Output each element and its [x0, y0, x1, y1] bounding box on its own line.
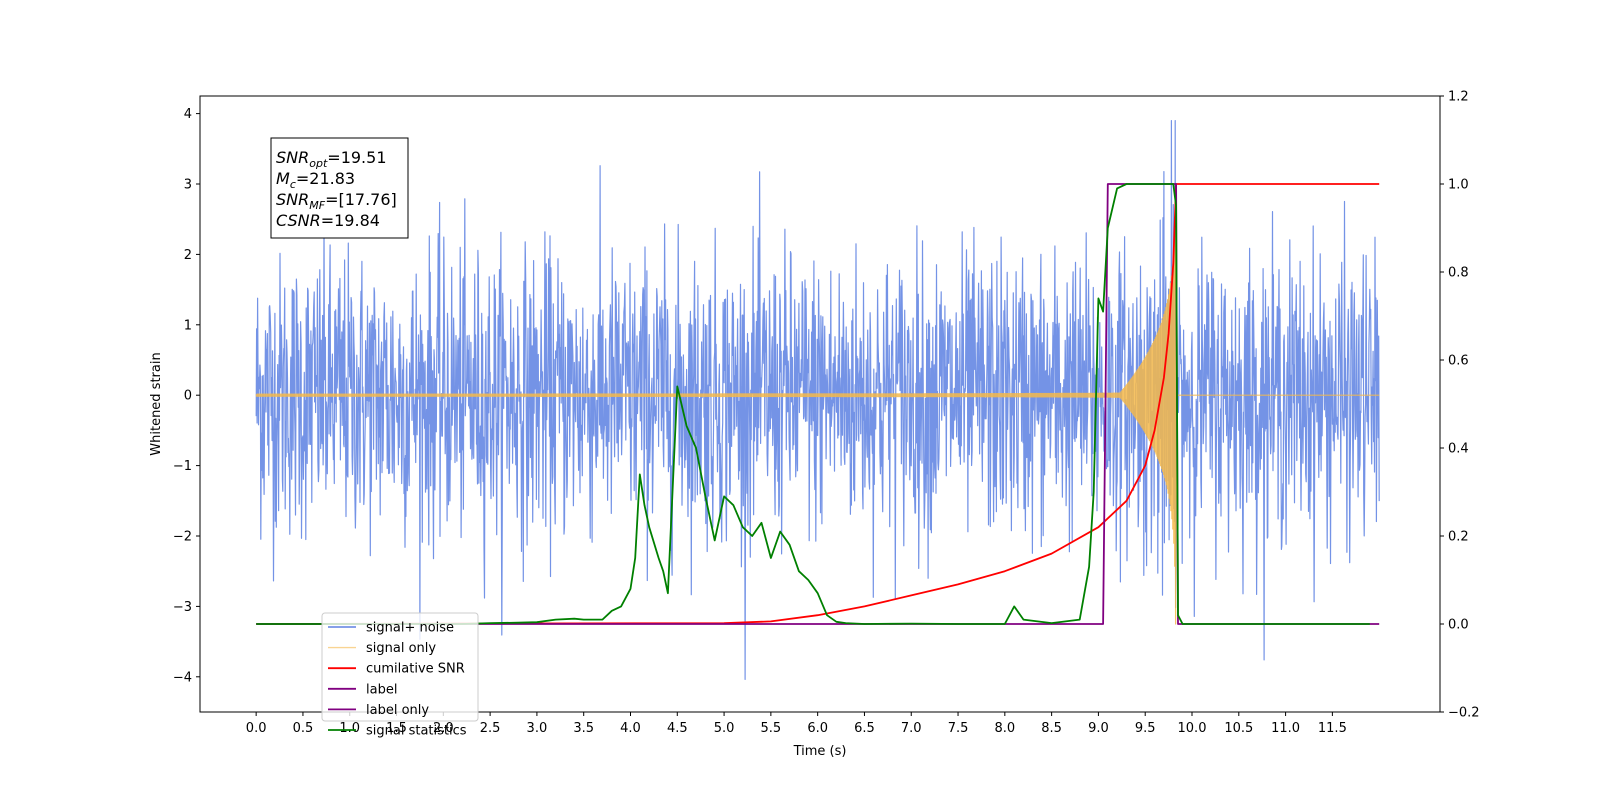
y-left-tick-label: 1 [184, 318, 192, 333]
legend: signal+ noise signal only cumilative SNR la… [321, 612, 479, 739]
x-tick-label: 10.0 [1178, 721, 1207, 736]
legend-label-cumilative-snr: cumilative SNR [366, 662, 465, 677]
x-tick-label: 9.5 [1135, 721, 1156, 736]
stats-line-csnr: CSNR=19.84 [276, 211, 380, 230]
x-tick-label: 10.5 [1224, 721, 1253, 736]
stats-line-snr-opt: SNRopt=19.51 [276, 148, 387, 170]
x-tick-label: 7.0 [901, 721, 922, 736]
stats-line-snr-mf: SNRMF=[17.76] [276, 190, 397, 212]
y-left-tick-label: 2 [184, 248, 192, 263]
series-line-signal-noise [255, 120, 1380, 680]
x-tick-label: 0.0 [246, 721, 267, 736]
y-right-tick-label: 1.0 [1448, 178, 1469, 193]
x-tick-label: 8.0 [994, 721, 1015, 736]
x-tick-label: 6.5 [854, 721, 875, 736]
y-left-tick-label: −4 [173, 670, 192, 685]
y-right-tick-label: 0.0 [1448, 618, 1469, 633]
legend-label-signal-only: signal only [366, 641, 436, 656]
series-line-signal-statistics [256, 183, 1370, 625]
legend-label-signal-noise: signal+ noise [366, 621, 454, 636]
legend-frame [321, 612, 479, 722]
stats-line-m-c: Mc=21.83 [276, 169, 355, 191]
x-tick-label: 0.5 [293, 721, 314, 736]
x-tick-label: 1.0 [339, 721, 360, 736]
y-right-tick-label: −0.2 [1448, 706, 1480, 721]
x-tick-label: 11.5 [1318, 721, 1347, 736]
x-tick-label: 5.0 [714, 721, 735, 736]
series-line-cumilative-snr [256, 183, 1380, 625]
y-left-tick-label: 3 [184, 178, 192, 193]
x-tick-label: 3.0 [527, 721, 548, 736]
x-tick-label: 9.0 [1088, 721, 1109, 736]
x-tick-label: 8.5 [1041, 721, 1062, 736]
plot-frame [199, 95, 1441, 713]
y-left-tick-label: −2 [173, 530, 192, 545]
y-axis-right: 1.2 1.0 0.8 0.6 0.4 0.2 0.0 −0.2 [1440, 90, 1480, 721]
y-left-tick-label: 0 [184, 389, 192, 404]
x-tick-label: 2.5 [480, 721, 501, 736]
y-right-tick-label: 1.2 [1448, 90, 1469, 105]
stats-annotation-box: SNRopt=19.51Mc=21.83SNRMF=[17.76]CSNR=19… [270, 137, 409, 239]
legend-label-signal-statistics: signal statistics [366, 724, 467, 739]
x-tick-label: 5.5 [761, 721, 782, 736]
y-left-tick-label: −3 [173, 600, 192, 615]
x-axis: 0.0 0.5 1.0 1.5 2.0 2.5 3.0 3.5 4.0 4.5 5.0 5.5 6.0 6… [246, 712, 1347, 736]
x-tick-label: 2.0 [433, 721, 454, 736]
x-tick-label: 3.5 [573, 721, 594, 736]
y-right-tick-label: 0.6 [1448, 354, 1469, 369]
y-left-tick-label: −1 [173, 459, 192, 474]
legend-label-label-only: label only [366, 703, 429, 718]
x-tick-label: 11.0 [1271, 721, 1300, 736]
y-left-tick-label: 4 [184, 107, 192, 122]
y-right-tick-label: 0.4 [1448, 442, 1469, 457]
series-line-signal-only [255, 203, 1380, 625]
x-tick-label: 1.5 [386, 721, 407, 736]
stats-box-frame [270, 137, 409, 239]
y-axis-left: 4 3 2 1 0 −1 −2 −3 −4 [173, 107, 200, 685]
y-right-tick-label: 0.8 [1448, 266, 1469, 281]
series-layer [255, 120, 1380, 680]
x-axis-label: Time (s) [793, 744, 847, 759]
x-tick-label: 4.5 [667, 721, 688, 736]
y-right-tick-label: 0.2 [1448, 530, 1469, 545]
y-axis-left-label: Whitened strain [149, 352, 164, 455]
x-tick-label: 6.0 [807, 721, 828, 736]
x-tick-label: 4.0 [620, 721, 641, 736]
legend-label-label: label [366, 682, 397, 697]
x-tick-label: 7.5 [948, 721, 969, 736]
